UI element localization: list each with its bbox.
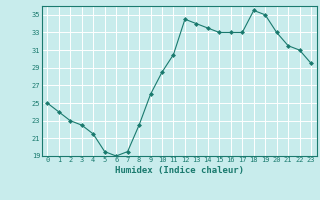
X-axis label: Humidex (Indice chaleur): Humidex (Indice chaleur) bbox=[115, 166, 244, 175]
